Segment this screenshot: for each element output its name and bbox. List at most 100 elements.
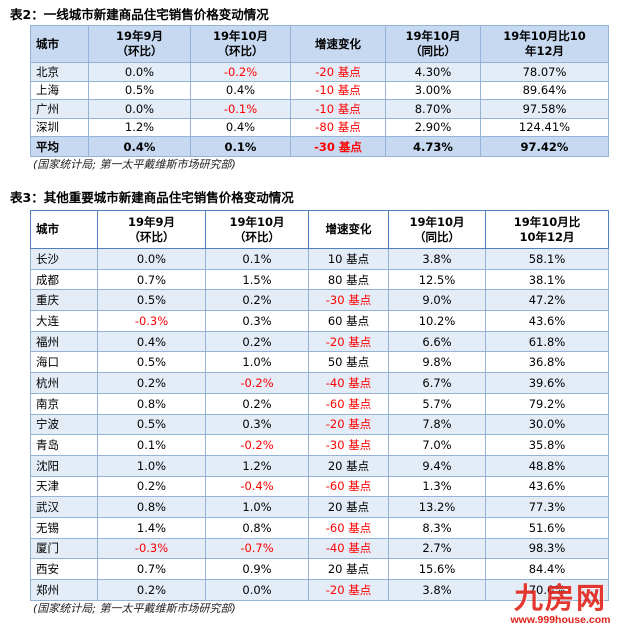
vs-dec10-cell: 43.6%: [485, 310, 609, 332]
sep-mom-cell: 0.1%: [97, 434, 206, 456]
table-3-title: 表3：其他重要城市新建商品住宅销售价格变动情况: [10, 190, 294, 205]
vs-dec10-cell: 58.1%: [485, 248, 609, 270]
oct-mom-cell: -0.1%: [190, 99, 291, 119]
table-3: 城市 19年9月 （环比） 19年10月 （环比） 增速变化 19年10月 （同…: [30, 210, 609, 601]
city-cell: 厦门: [30, 537, 98, 560]
vs-dec10-cell: 48.8%: [485, 454, 609, 477]
table-row: 成都 0.7% 1.5% 80 基点 12.5% 38.1%: [30, 268, 609, 291]
change-cell: 60 基点: [308, 310, 389, 332]
vs-dec10-cell: 97.58%: [480, 99, 609, 119]
city-cell: 宁波: [30, 413, 98, 436]
oct-mom-cell: -0.7%: [205, 537, 309, 560]
sep-mom-cell: 0.5%: [88, 80, 191, 100]
vs-dec10-cell: 70.0%: [485, 579, 609, 601]
header-city: 城市: [30, 210, 98, 249]
oct-mom-cell: -0.2%: [205, 434, 309, 456]
city-cell: 西安: [30, 558, 98, 580]
table-2: 城市 19年9月 （环比） 19年10月 （环比） 增速变化 19年10月 （同…: [30, 25, 609, 157]
change-cell: -60 基点: [308, 475, 389, 498]
watermark-url: www.999house.com: [510, 614, 611, 626]
oct-mom-cell: 0.2%: [205, 289, 309, 312]
change-cell: -10 基点: [290, 80, 386, 100]
table-row: 重庆 0.5% 0.2% -30 基点 9.0% 47.2%: [30, 289, 609, 312]
change-cell: -20 基点: [308, 579, 389, 601]
sep-mom-cell: -0.3%: [97, 310, 206, 332]
vs-dec10-cell: 89.64%: [480, 80, 609, 100]
change-cell: -20 基点: [308, 330, 389, 353]
table-header-row: 城市 19年9月 （环比） 19年10月 （环比） 增速变化 19年10月 （同…: [30, 210, 609, 249]
change-cell: 50 基点: [308, 351, 389, 374]
table-row: 上海 0.5% 0.4% -10 基点 3.00% 89.64%: [30, 80, 609, 100]
header-vs-dec10: 19年10月比10 年12月: [480, 25, 609, 63]
sep-mom-cell: 1.0%: [97, 454, 206, 477]
oct-mom-cell: 1.2%: [205, 454, 309, 477]
change-cell: -60 基点: [308, 392, 389, 415]
oct-yoy-cell: 9.4%: [388, 454, 486, 477]
change-cell: -80 基点: [290, 117, 386, 137]
oct-mom-cell: 0.2%: [205, 392, 309, 415]
table-row: 广州 0.0% -0.1% -10 基点 8.70% 97.58%: [30, 99, 609, 119]
header-line: 19年10月比: [513, 214, 581, 229]
city-cell: 上海: [30, 80, 89, 100]
change-cell: 10 基点: [308, 248, 389, 270]
vs-dec10-cell: 30.0%: [485, 413, 609, 436]
table-row: 大连 -0.3% 0.3% 60 基点 10.2% 43.6%: [30, 310, 609, 332]
city-cell: 郑州: [30, 579, 98, 601]
header-line: （同比）: [414, 229, 460, 244]
oct-mom-cell: 0.1%: [205, 248, 309, 270]
oct-yoy-cell: 3.00%: [385, 80, 481, 100]
city-cell: 重庆: [30, 289, 98, 312]
sep-mom-cell: 1.4%: [97, 516, 206, 539]
oct-yoy-cell: 3.8%: [388, 248, 486, 270]
sep-mom-cell: 0.0%: [97, 248, 206, 270]
oct-yoy-cell: 5.7%: [388, 392, 486, 415]
oct-mom-cell: 0.3%: [205, 310, 309, 332]
sep-mom-cell: 0.7%: [97, 268, 206, 291]
table-row: 杭州 0.2% -0.2% -40 基点 6.7% 39.6%: [30, 372, 609, 394]
header-line: 19年9月: [127, 214, 175, 229]
oct-yoy-cell: 2.90%: [385, 117, 481, 137]
oct-mom-cell: 0.4%: [190, 117, 291, 137]
oct-yoy-cell: 3.8%: [388, 579, 486, 601]
sep-mom-cell: 0.5%: [97, 351, 206, 374]
table-row: 深圳 1.2% 0.4% -80 基点 2.90% 124.41%: [30, 117, 609, 137]
table-row: 无锡 1.4% 0.8% -60 基点 8.3% 51.6%: [30, 516, 609, 539]
sep-mom-cell: 0.5%: [97, 413, 206, 436]
city-cell: 武汉: [30, 496, 98, 518]
city-cell: 海口: [30, 351, 98, 374]
vs-dec10-cell: 35.8%: [485, 434, 609, 456]
change-cell: -30 基点: [290, 136, 386, 157]
table-row: 沈阳 1.0% 1.2% 20 基点 9.4% 48.8%: [30, 454, 609, 477]
change-cell: -20 基点: [308, 413, 389, 436]
vs-dec10-cell: 124.41%: [480, 117, 609, 137]
header-sep-mom: 19年9月 （环比）: [88, 25, 191, 63]
table-row: 天津 0.2% -0.4% -60 基点 1.3% 43.6%: [30, 475, 609, 498]
header-line: （环比）: [234, 229, 280, 244]
change-cell: 20 基点: [308, 496, 389, 518]
table-row: 海口 0.5% 1.0% 50 基点 9.8% 36.8%: [30, 351, 609, 374]
change-cell: -10 基点: [290, 99, 386, 119]
oct-yoy-cell: 12.5%: [388, 268, 486, 291]
table-2-title: 表2：一线城市新建商品住宅销售价格变动情况: [10, 7, 269, 22]
sep-mom-cell: 0.4%: [97, 330, 206, 353]
watermark-logo: 九房网 www.999house.com: [503, 582, 618, 628]
oct-yoy-cell: 8.3%: [388, 516, 486, 539]
sep-mom-cell: -0.3%: [97, 537, 206, 560]
oct-mom-cell: 0.0%: [205, 579, 309, 601]
vs-dec10-cell: 98.3%: [485, 537, 609, 560]
sep-mom-cell: 0.8%: [97, 392, 206, 415]
oct-yoy-cell: 7.8%: [388, 413, 486, 436]
change-cell: -40 基点: [308, 372, 389, 394]
oct-mom-cell: 0.4%: [190, 80, 291, 100]
oct-yoy-cell: 4.30%: [385, 62, 481, 82]
vs-dec10-cell: 36.8%: [485, 351, 609, 374]
table-row: 青岛 0.1% -0.2% -30 基点 7.0% 35.8%: [30, 434, 609, 456]
table-row: 南京 0.8% 0.2% -60 基点 5.7% 79.2%: [30, 392, 609, 415]
header-oct-mom: 19年10月 （环比）: [205, 210, 309, 249]
oct-yoy-cell: 9.0%: [388, 289, 486, 312]
header-line: 19年10月比10: [503, 29, 586, 43]
city-cell: 无锡: [30, 516, 98, 539]
watermark-brand: 九房网: [513, 581, 607, 615]
oct-mom-cell: 0.3%: [205, 413, 309, 436]
oct-yoy-cell: 6.6%: [388, 330, 486, 353]
